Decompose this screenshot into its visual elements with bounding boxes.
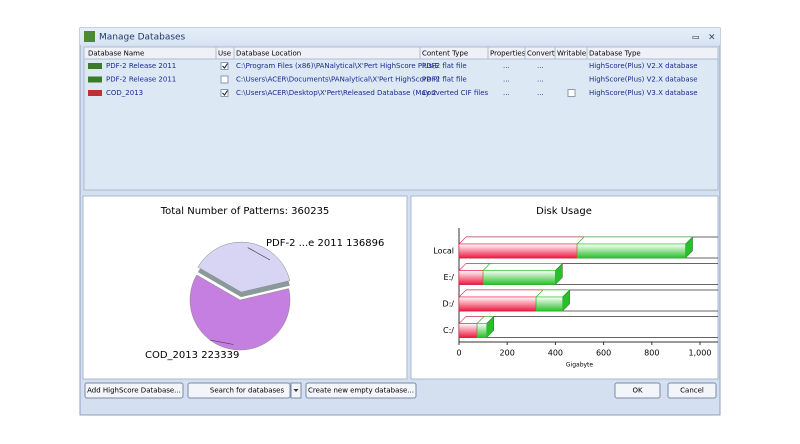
bar [458,270,484,285]
cell: PDF-2 Release 2011 [106,76,176,84]
app-icon [84,31,95,42]
cell: PDF2 flat file [422,62,467,70]
button-label: Create new empty database... [308,387,414,395]
pie-slice [197,241,291,293]
close-button[interactable]: × [708,33,716,43]
bar [458,296,537,312]
button-label: OK [632,387,643,395]
bar-top [458,289,544,298]
title-bar [80,28,720,45]
bar-top [482,263,564,271]
pie-slice [189,274,291,351]
restore-button[interactable]: ▭ [692,33,700,42]
pie-title: Total Number of Patterns: 360235 [160,206,330,217]
dropdown-arrow [293,389,299,392]
bar [476,323,488,338]
cell: Converted CIF files [422,89,489,97]
checkbox[interactable] [220,89,229,97]
column-header: Use [218,50,231,58]
cell[interactable]: ... [537,76,544,84]
y-tick-label: D:/ [442,300,454,309]
x-tick-label: 0 [456,349,461,358]
button[interactable] [667,382,717,399]
button-label: Search for databases [210,387,285,395]
x-tick-label: 800 [644,349,659,358]
button[interactable] [614,382,661,399]
button[interactable] [187,382,291,399]
x-axis-label: Gigabyte [566,362,594,369]
table: Database Name Use Database Location Content… [88,47,698,97]
checkbox[interactable] [220,75,229,84]
window-title: Manage Databases [99,33,186,43]
y-tick-label: Local [433,247,454,256]
cell[interactable]: ... [503,89,510,97]
cell[interactable]: ... [503,62,510,70]
bar-chart: 0 200 400 600 800 1,000 Gigabyte Local E:/ D:/ C:/ [433,228,718,369]
bar [458,323,478,338]
leader-line [209,339,234,345]
column-header: Properties [490,50,526,58]
bar [482,270,556,285]
slice-name: COD_2013 [145,350,198,361]
slice-label: PDF-2 ...e 2011 136896 [266,238,384,249]
bar-title: Disk Usage [536,206,592,217]
row-icon [88,76,102,83]
slice-label: COD_2013 223339 [145,350,239,361]
row-icon [88,90,102,96]
slice-name: PDF-2 ...e 2011 [266,238,343,249]
button-label: Add HighScore Database... [87,387,181,395]
pie-chart: PDF-2 ...e 2011 136896 COD_2013 223339 [145,238,384,361]
cell: HighScore(Plus) V2.X database [589,76,698,84]
y-tick-label: C:/ [443,326,454,335]
leader-line [247,247,271,261]
column-header: Writable [557,50,586,58]
cell: C:\Program Files (x86)\PANalytical\X'Per… [236,62,439,70]
column-header: Content Type [422,50,468,58]
column-header: Database Type [589,50,641,58]
table-area [83,46,719,191]
cell: C:\Users\ACER\Documents\PANalytical\X'Pe… [236,76,439,84]
cell[interactable]: ... [537,89,544,97]
cell: COD_2013 [106,89,143,97]
cell: PDF-2 Release 2011 [106,62,176,70]
bar-pane [410,195,719,380]
cell[interactable]: ... [503,76,510,84]
checkmark [222,63,228,69]
x-tick-label: 200 [500,349,515,358]
button[interactable] [84,382,184,399]
cell: HighScore(Plus) V2.X database [589,62,698,70]
cell: HighScore(Plus) V3.X database [589,89,698,97]
column-header: Database Location [236,50,301,58]
checkmark [222,90,228,96]
slice-value: 223339 [201,350,239,361]
bar [576,243,686,259]
x-tick-label: 600 [596,349,611,358]
bar [535,296,563,312]
button-label: Cancel [680,387,704,395]
row-icon [88,63,102,69]
button[interactable] [305,382,417,399]
button-row: Add HighScore Database... Search for data… [84,382,717,399]
x-tick-label: 400 [548,349,563,358]
column-header: Convert [527,50,555,58]
bar [458,243,578,259]
checkbox[interactable] [220,62,229,70]
checkbox[interactable] [567,89,576,97]
bar-top [576,236,694,245]
slice-value: 136896 [346,238,384,249]
cell[interactable]: ... [537,62,544,70]
x-tick-label: 1,000 [689,349,712,358]
y-tick-label: E:/ [444,273,455,282]
cell: C:\Users\ACER\Desktop\X'Pert\Released Da… [236,89,437,97]
column-header: Database Name [88,50,144,58]
bar-top [458,236,585,245]
table-header [83,46,719,60]
cell: PDF2 flat file [422,76,467,84]
